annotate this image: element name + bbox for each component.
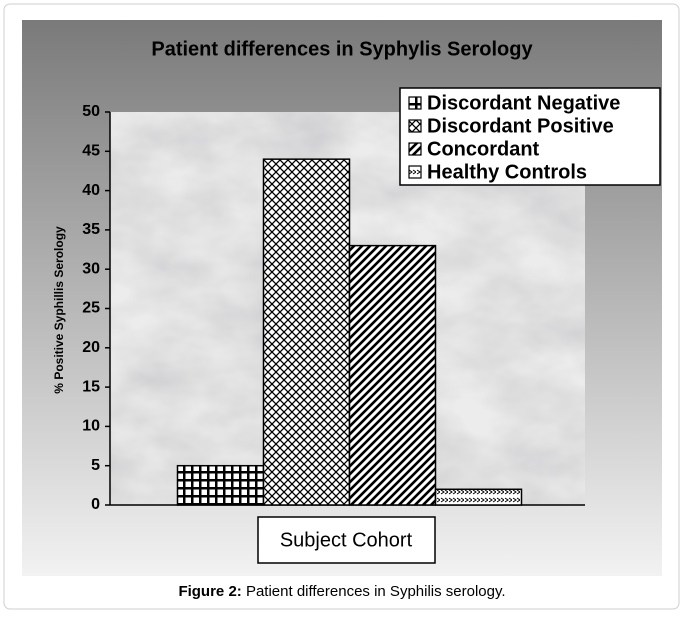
y-tick-label: 10 — [82, 418, 100, 435]
legend-swatch — [408, 142, 422, 156]
y-tick-label: 5 — [91, 457, 100, 474]
legend-label: Discordant Positive — [427, 115, 614, 137]
y-tick-label: 0 — [91, 496, 100, 513]
y-axis-label: % Positive Syphillis Serology — [52, 226, 66, 394]
bar — [262, 158, 351, 506]
y-tick-label: 30 — [82, 260, 100, 277]
chart-title: Patient differences in Syphylis Serology — [151, 38, 533, 60]
y-tick-label: 15 — [82, 378, 100, 395]
x-axis-label: Subject Cohort — [280, 529, 413, 551]
caption-label: Figure 2: — [178, 583, 241, 600]
y-tick-label: 45 — [82, 143, 100, 160]
legend-swatch — [408, 96, 422, 110]
x-label-box — [257, 516, 436, 564]
y-tick-label: 50 — [82, 103, 100, 120]
bar — [348, 244, 437, 506]
legend-label: Discordant Negative — [427, 92, 620, 114]
legend — [399, 87, 661, 186]
legend-label: Concordant — [427, 138, 540, 160]
caption: Figure 2: Patient differences in Syphili… — [178, 583, 505, 600]
y-tick-label: 25 — [82, 300, 100, 317]
y-tick-label: 35 — [82, 221, 100, 238]
bar — [176, 464, 265, 506]
legend-label: Healthy Controls — [427, 161, 587, 183]
bar — [434, 488, 523, 506]
caption-text: Patient differences in Syphilis serology… — [246, 583, 506, 600]
y-tick-label: 20 — [82, 339, 100, 356]
legend-swatch — [408, 165, 422, 179]
legend-swatch — [408, 119, 422, 133]
y-tick-label: 40 — [82, 182, 100, 199]
